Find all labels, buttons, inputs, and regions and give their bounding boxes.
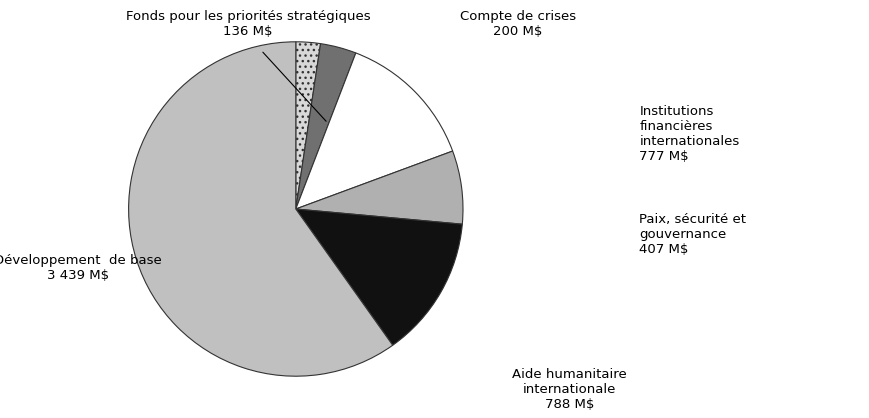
Text: Compte de crises
200 M$: Compte de crises 200 M$: [459, 10, 575, 38]
Text: Paix, sécurité et
gouvernance
407 M$: Paix, sécurité et gouvernance 407 M$: [639, 213, 746, 255]
Wedge shape: [129, 42, 392, 376]
Text: Institutions
financières
internationales
777 M$: Institutions financières internationales…: [639, 105, 739, 163]
Wedge shape: [295, 42, 320, 209]
Wedge shape: [295, 209, 461, 345]
Text: Développement  de base
3 439 M$: Développement de base 3 439 M$: [0, 254, 162, 281]
Wedge shape: [295, 151, 462, 224]
Text: Aide humanitaire
internationale
788 M$: Aide humanitaire internationale 788 M$: [512, 368, 627, 411]
Wedge shape: [295, 53, 452, 209]
Wedge shape: [295, 43, 355, 209]
Text: Fonds pour les priorités stratégiques
136 M$: Fonds pour les priorités stratégiques 13…: [125, 10, 370, 38]
